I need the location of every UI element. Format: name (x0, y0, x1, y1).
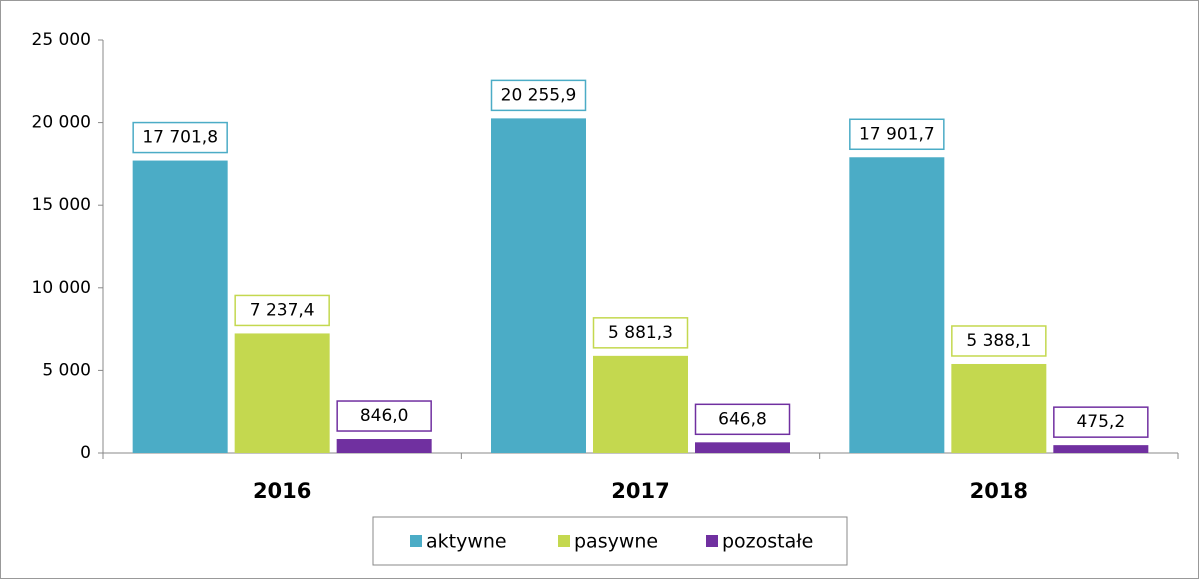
value-label-box (490, 79, 587, 112)
value-label-box (951, 325, 1047, 357)
y-tick-label: 0 (80, 443, 91, 463)
value-label: 5 881,3 (608, 323, 673, 343)
value-label-box (694, 403, 791, 436)
bar (132, 160, 228, 453)
legend-label: pasywne (574, 531, 658, 553)
bar (951, 363, 1047, 453)
value-label-box (132, 121, 228, 154)
value-label-box (592, 317, 689, 349)
bar (849, 157, 945, 453)
value-label: 17 901,7 (859, 124, 935, 144)
value-label: 17 701,8 (142, 128, 218, 148)
value-label: 20 255,9 (501, 85, 577, 105)
legend-swatch (558, 535, 570, 547)
bar (695, 442, 790, 453)
value-label: 646,8 (718, 409, 767, 429)
bar (234, 333, 330, 453)
legend-label: aktywne (426, 531, 507, 553)
value-label-box (1053, 406, 1149, 438)
y-tick-label: 5 000 (42, 360, 91, 380)
legend-swatch (706, 535, 718, 547)
value-label-box (849, 118, 945, 151)
value-label: 7 237,4 (250, 300, 315, 320)
x-tick-label: 2017 (611, 479, 669, 503)
y-tick-label: 20 000 (32, 113, 91, 133)
value-label-box (234, 294, 330, 327)
bar (491, 118, 586, 454)
y-tick-label: 25 000 (32, 30, 91, 50)
value-label: 846,0 (360, 406, 409, 426)
y-tick-label: 10 000 (32, 278, 91, 298)
x-tick-label: 2016 (253, 479, 311, 503)
x-tick-label: 2018 (970, 479, 1028, 503)
bar (336, 439, 432, 453)
legend-box (372, 516, 848, 566)
bar (1053, 445, 1149, 453)
value-label-box (336, 400, 432, 432)
y-tick-label: 15 000 (32, 195, 91, 215)
value-label: 5 388,1 (966, 331, 1031, 351)
bar (593, 355, 688, 453)
legend-label: pozostałe (722, 531, 813, 553)
value-label: 475,2 (1076, 412, 1125, 432)
legend-swatch (410, 535, 422, 547)
